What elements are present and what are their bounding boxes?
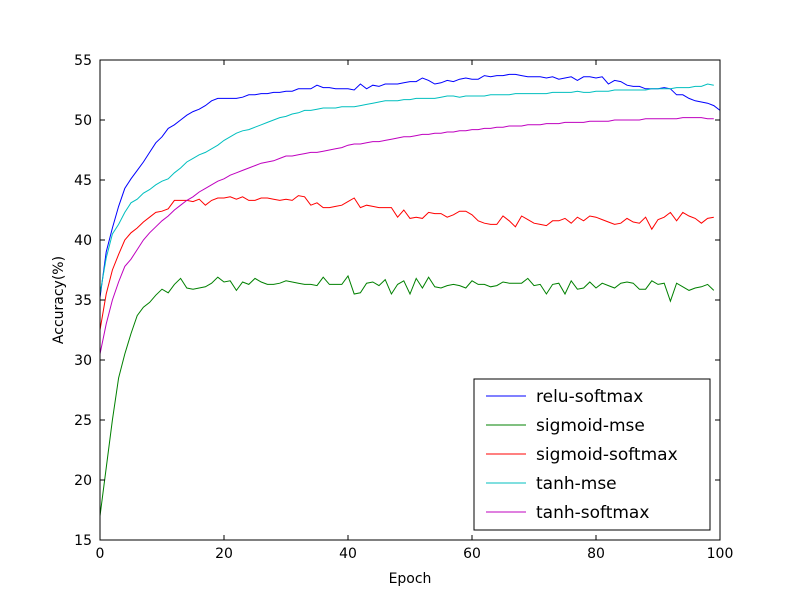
series-line-tanh-mse xyxy=(100,83,714,295)
x-tick-label: 0 xyxy=(96,546,105,562)
x-tick-label: 40 xyxy=(339,546,357,562)
legend-label-sigmoid-softmax: sigmoid-softmax xyxy=(536,445,678,465)
axis-ticks: 0 20 40 60 80 100 15 20 25 30 35 40 45 50 55 xyxy=(74,53,733,562)
series-line-sigmoid-mse xyxy=(100,274,715,517)
y-tick-label: 40 xyxy=(74,233,92,249)
y-tick-label: 55 xyxy=(74,53,92,69)
legend-label-relu-softmax: relu-softmax xyxy=(536,387,643,407)
x-tick-label: 100 xyxy=(707,546,734,562)
x-tick-label: 60 xyxy=(463,546,481,562)
legend-label-tanh-softmax: tanh-softmax xyxy=(536,503,649,523)
y-tick-label: 35 xyxy=(74,293,92,309)
y-tick-label: 15 xyxy=(74,533,92,549)
x-axis-label: Epoch xyxy=(389,571,432,587)
legend: relu-softmax sigmoid-mse sigmoid-softmax ta… xyxy=(473,378,711,531)
series-layer xyxy=(100,73,720,517)
series-line-tanh-softmax xyxy=(100,117,714,355)
y-tick-label: 25 xyxy=(74,413,92,429)
legend-label-sigmoid-mse: sigmoid-mse xyxy=(536,416,645,436)
y-axis-label: Accuracy(%) xyxy=(51,256,67,344)
x-tick-label: 80 xyxy=(587,546,605,562)
x-tick-label: 20 xyxy=(215,546,233,562)
series-line-relu-softmax xyxy=(100,73,720,298)
y-tick-label: 50 xyxy=(74,113,92,129)
legend-label-tanh-mse: tanh-mse xyxy=(536,474,617,494)
series-line-sigmoid-softmax xyxy=(100,195,714,331)
y-tick-label: 45 xyxy=(74,173,92,189)
y-tick-label: 20 xyxy=(74,473,92,489)
y-tick-label: 30 xyxy=(74,353,92,369)
